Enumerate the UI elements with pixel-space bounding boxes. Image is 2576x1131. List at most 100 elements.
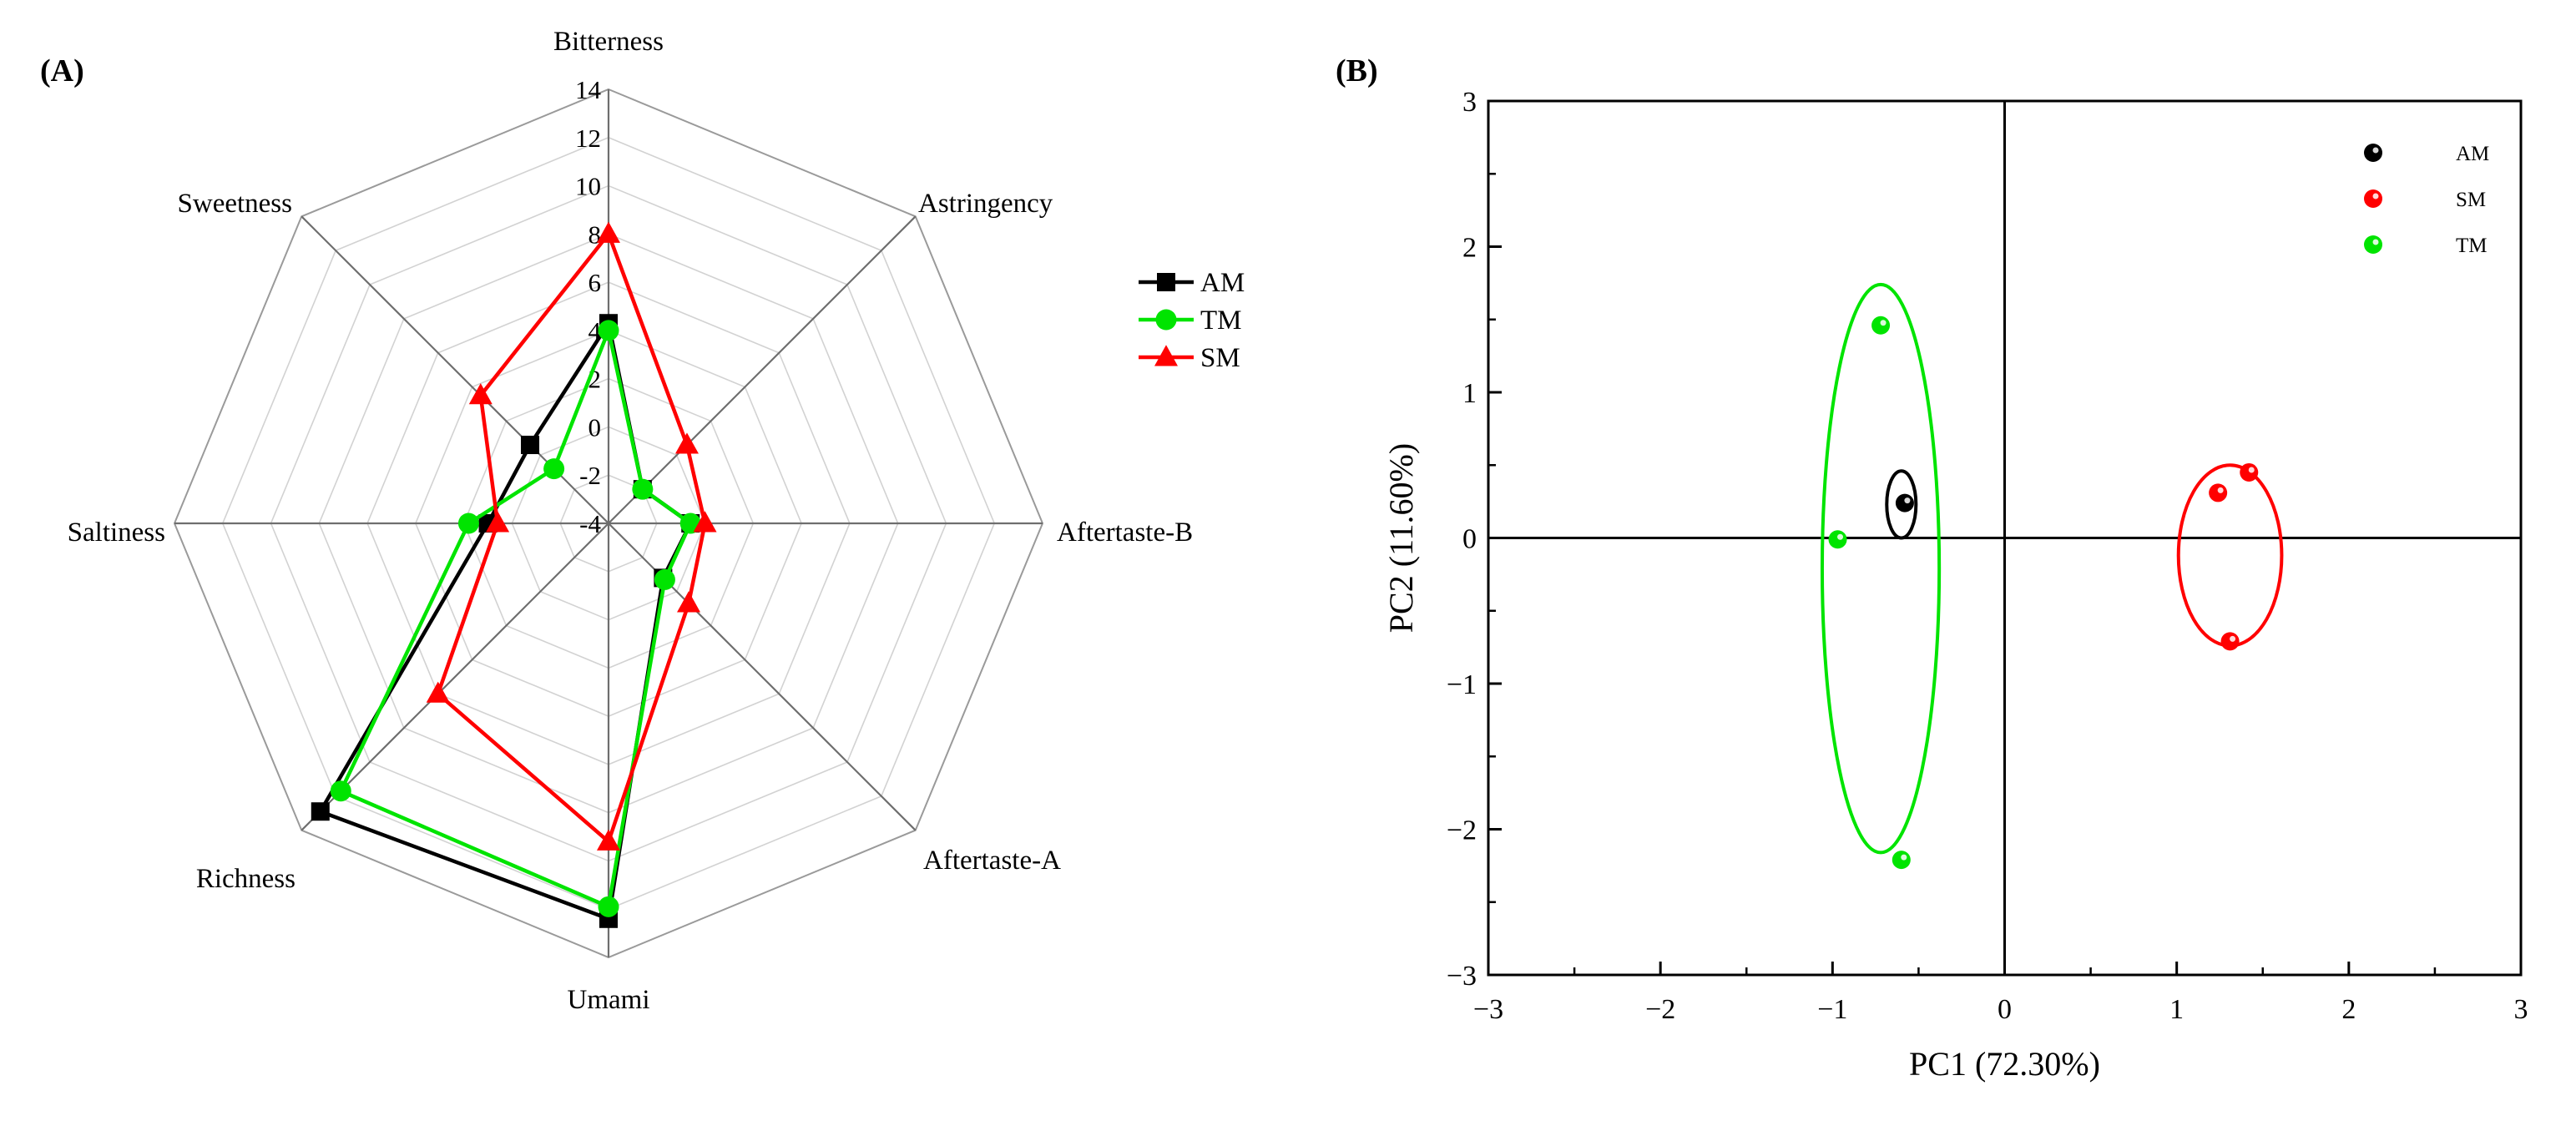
- pca-point-highlight: [2230, 635, 2236, 642]
- radar-axis-label-astringency: Astringency: [918, 189, 1053, 219]
- radar-series-line-am: [317, 318, 694, 921]
- radar-axis-label-saltiness: Saltiness: [68, 518, 165, 548]
- pca-legend: AM SM TM: [2364, 143, 2489, 257]
- pca-x-tick-label: −3: [1473, 994, 1503, 1025]
- pca-point-tm: [1892, 851, 1911, 870]
- pca-legend-marker-highlight: [2372, 147, 2379, 154]
- pca-x-tick-label: 3: [2514, 994, 2528, 1025]
- radar-point-sm-saltiness: [486, 511, 510, 533]
- radar-tick-label: 12: [575, 124, 601, 153]
- pca-point-am: [1895, 493, 1914, 512]
- pca-ellipse-tm: [1820, 282, 1942, 855]
- pca-point-dot: [2220, 632, 2240, 651]
- pca-x-tick-label: 1: [2169, 994, 2184, 1025]
- radar-point-am-sweetness: [521, 436, 540, 455]
- legend-item-am: AM: [1139, 268, 1245, 298]
- pca-ellipse-sm: [2176, 463, 2284, 648]
- radar-legend: AM TM SM: [1139, 268, 1245, 373]
- radar-point-sm-bitterness: [597, 221, 620, 243]
- pca-point-sm: [2240, 462, 2259, 482]
- pca-ellipses: [1820, 282, 2284, 855]
- pca-point-sm: [2220, 632, 2240, 651]
- pca-legend-label-am: AM: [2456, 143, 2489, 165]
- legend-item-sm: SM: [1139, 343, 1240, 373]
- radar-series: [311, 221, 717, 928]
- legend-label-sm: SM: [1200, 343, 1240, 373]
- radar-axis-label-bitterness: Bitterness: [553, 27, 664, 57]
- radar-point-sm-aftertaste-b: [693, 511, 717, 533]
- pca-point-highlight: [2217, 487, 2224, 493]
- radar-point-sm-richness: [426, 681, 450, 703]
- radar-tick-label: 0: [588, 412, 602, 442]
- radar-point-tm-saltiness: [457, 512, 479, 534]
- pca-point-sm: [2209, 483, 2228, 502]
- pca-x-tick-label: 0: [1998, 994, 2012, 1025]
- radar-point-tm-sweetness: [543, 458, 565, 480]
- radar-tick-label: -4: [579, 509, 601, 538]
- pca-point-tm: [1828, 530, 1847, 549]
- pca-y-tick-label: 2: [1462, 233, 1477, 264]
- pca-x-tick-label: −1: [1817, 994, 1847, 1025]
- radar-point-tm-umami: [598, 896, 619, 917]
- panel-label-b: (B): [1336, 53, 1378, 88]
- pca-y-axis-label: PC2 (11.60%): [1382, 443, 1420, 633]
- radar-spokes: [174, 89, 1043, 957]
- pca-y-tick-label: −2: [1447, 815, 1477, 846]
- radar-axis-label-richness: Richness: [196, 864, 295, 894]
- pca-legend-marker-highlight: [2372, 193, 2379, 199]
- radar-point-sm-umami: [597, 829, 620, 851]
- radar-tick-label: -2: [579, 461, 601, 490]
- radar-point-tm-aftertaste-a: [654, 568, 675, 590]
- radar-point-sm-aftertaste-a: [677, 591, 701, 613]
- pca-legend-item-tm: TM: [2364, 235, 2488, 257]
- legend-marker-tm: [1155, 309, 1177, 331]
- pca-x-tick-label: 2: [2341, 994, 2356, 1025]
- pca-point-dot: [2240, 462, 2259, 482]
- pca-point-dot: [1828, 530, 1847, 549]
- radar-tick-label: 10: [575, 172, 601, 201]
- pca-y-tick-label: −3: [1447, 961, 1477, 992]
- pca-point-dot: [1895, 493, 1914, 512]
- pca-legend-marker-sm: [2364, 189, 2382, 208]
- radar-tick-label: 14: [575, 75, 602, 104]
- pca-point-dot: [1892, 851, 1911, 870]
- pca-legend-item-am: AM: [2364, 143, 2489, 165]
- radar-spoke: [608, 215, 917, 524]
- legend-label-am: AM: [1200, 268, 1245, 298]
- radar-point-am-richness: [311, 802, 330, 821]
- radar-tick-label: 6: [588, 268, 602, 297]
- radar-axis-labels: Bitterness Astringency Aftertaste-B Afterta…: [68, 27, 1193, 1015]
- pca-points: [1828, 316, 2259, 870]
- pca-ellipse-am: [1885, 469, 1918, 540]
- pca-ticks: −3 −2 −1 0 1 2 3 −3 −2 −1 0 1 2 3: [1447, 87, 2528, 1025]
- radar-point-sm-astringency: [674, 432, 699, 454]
- pca-x-axis-label: PC1 (72.30%): [1909, 1045, 2100, 1083]
- pca-point-highlight: [1880, 320, 1887, 326]
- pca-point-dot: [2209, 483, 2228, 502]
- pca-legend-marker-highlight: [2372, 239, 2379, 245]
- pca-point-highlight: [2248, 467, 2255, 473]
- radar-spoke: [301, 523, 609, 831]
- radar-series-tm: [330, 320, 701, 917]
- legend-marker-am: [1157, 273, 1175, 291]
- pca-point-highlight: [1901, 854, 1907, 861]
- radar-axis-label-umami: Umami: [568, 985, 650, 1015]
- pca-y-tick-label: −1: [1447, 669, 1477, 700]
- pca-point-highlight: [1904, 497, 1911, 504]
- legend-marker-sm: [1154, 345, 1178, 366]
- pca-legend-marker-am: [2364, 144, 2382, 162]
- pca-y-tick-label: 1: [1462, 378, 1477, 409]
- radar-axis-label-aftertaste-a: Aftertaste-A: [923, 846, 1061, 876]
- radar-axis-label-sweetness: Sweetness: [178, 189, 292, 219]
- radar-series-sm: [426, 221, 717, 851]
- pca-legend-item-sm: SM: [2364, 189, 2486, 211]
- pca-plot-frame: [1487, 99, 2523, 977]
- pca-point-dot: [1871, 316, 1891, 335]
- pca-y-tick-label: 3: [1462, 87, 1477, 118]
- radar-axis-label-aftertaste-b: Aftertaste-B: [1057, 518, 1193, 548]
- radar-series-am: [311, 314, 700, 928]
- radar-point-tm-bitterness: [598, 320, 619, 341]
